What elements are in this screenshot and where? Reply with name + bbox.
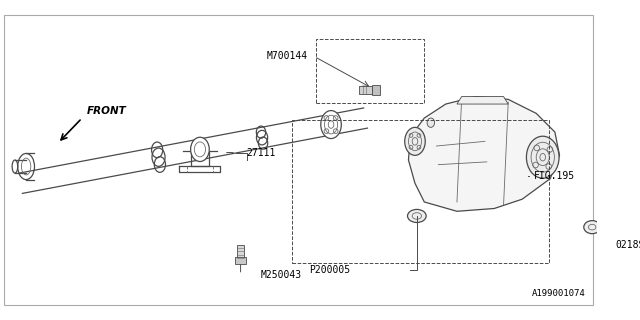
Polygon shape bbox=[457, 97, 508, 104]
Text: 27111: 27111 bbox=[246, 148, 276, 157]
Text: P200005: P200005 bbox=[310, 265, 351, 275]
Text: FRONT: FRONT bbox=[87, 106, 127, 116]
Ellipse shape bbox=[321, 111, 341, 139]
Polygon shape bbox=[408, 97, 559, 211]
Ellipse shape bbox=[408, 209, 426, 222]
FancyBboxPatch shape bbox=[235, 257, 246, 263]
Bar bbox=[292, 120, 549, 263]
Ellipse shape bbox=[584, 220, 600, 234]
Bar bbox=[316, 39, 424, 103]
Ellipse shape bbox=[404, 127, 425, 155]
FancyBboxPatch shape bbox=[359, 86, 372, 94]
FancyBboxPatch shape bbox=[237, 245, 244, 258]
Text: M700144: M700144 bbox=[267, 52, 308, 61]
FancyBboxPatch shape bbox=[372, 85, 380, 95]
Text: FIG.195: FIG.195 bbox=[533, 171, 575, 181]
Ellipse shape bbox=[427, 118, 435, 127]
Text: 0218S: 0218S bbox=[616, 240, 640, 250]
Text: A199001074: A199001074 bbox=[532, 289, 586, 298]
Ellipse shape bbox=[191, 137, 209, 162]
Ellipse shape bbox=[527, 136, 559, 178]
Text: M250043: M250043 bbox=[261, 270, 302, 280]
